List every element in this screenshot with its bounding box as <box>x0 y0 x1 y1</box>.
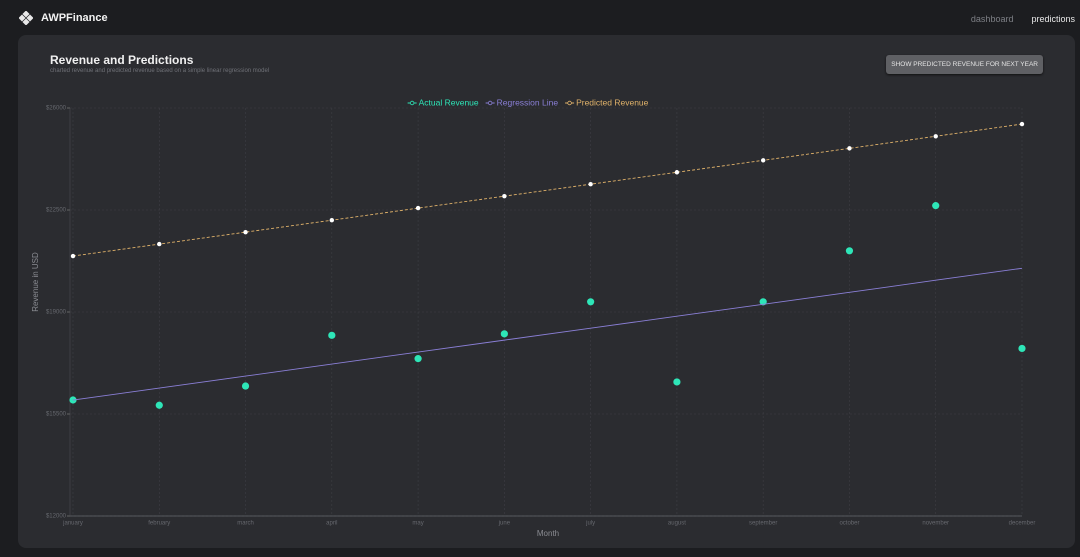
data-point <box>157 241 162 247</box>
data-point <box>673 378 681 386</box>
y-tick-label: $22500 <box>46 208 67 214</box>
x-tick-label: january <box>62 521 83 527</box>
brand[interactable]: AWPFinance <box>19 11 108 25</box>
data-point <box>329 218 335 223</box>
x-tick-label: december <box>1009 521 1036 527</box>
data-point <box>70 253 76 259</box>
data-point <box>414 355 422 363</box>
x-tick-label: april <box>326 521 337 527</box>
card-title: Revenue and Predictions <box>50 53 194 67</box>
x-tick-label: february <box>148 521 170 527</box>
x-tick-label: may <box>412 521 423 527</box>
legend-label: Actual Revenue <box>419 97 479 107</box>
legend-item: Actual Revenue <box>407 97 479 107</box>
logo <box>19 11 33 25</box>
y-tick-label: $19000 <box>46 310 67 316</box>
data-point <box>502 193 507 199</box>
data-point <box>241 382 250 390</box>
legend-swatch <box>409 100 415 106</box>
nav-link[interactable]: predictions <box>1031 14 1075 24</box>
data-point <box>847 146 852 151</box>
legend: Actual Revenue Regression Line Predicted R… <box>407 97 649 107</box>
top-bar: AWPFinance dashboard predictions <box>0 0 1080 38</box>
data-point <box>588 182 593 187</box>
data-point <box>243 229 248 235</box>
y-tick-label: $12000 <box>46 514 67 520</box>
legend-label: Predicted Revenue <box>576 97 649 107</box>
data-point <box>1019 121 1025 127</box>
nav-link[interactable]: dashboard <box>970 14 1014 24</box>
x-tick-label: march <box>237 521 254 527</box>
data-point <box>328 331 336 339</box>
card-subtitle: charted revenue and predicted revenue ba… <box>50 68 270 74</box>
y-tick-label: $26000 <box>46 106 67 112</box>
legend-item: Regression Line <box>485 97 559 107</box>
series-line <box>72 267 1023 401</box>
data-point <box>845 247 854 255</box>
legend-item: Predicted Revenue <box>565 97 649 107</box>
data-point <box>933 134 938 139</box>
x-tick-label: august <box>668 521 686 527</box>
data-point <box>674 170 680 175</box>
y-axis-label: Revenue in USD <box>31 252 40 312</box>
legend-swatch <box>567 100 572 106</box>
data-point <box>1018 344 1026 353</box>
data-point <box>155 401 163 409</box>
data-point <box>587 298 595 306</box>
x-tick-label: september <box>749 521 777 527</box>
show-prediction-button[interactable]: SHOW PREDICTED REVENUE FOR NEXT YEAR <box>886 55 1043 74</box>
data-point <box>932 202 940 210</box>
x-tick-label: july <box>585 521 595 527</box>
legend-swatch <box>487 100 493 106</box>
legend-label: Regression Line <box>497 97 559 107</box>
nav: dashboard predictions <box>971 14 1075 24</box>
data-point <box>760 158 766 163</box>
x-axis-label: Month <box>537 529 559 538</box>
x-tick-label: november <box>922 521 949 527</box>
data-point <box>415 205 421 211</box>
card: Revenue and Predictions charted revenue … <box>18 35 1075 548</box>
brand-name: AWPFinance <box>41 12 108 24</box>
series-line <box>72 123 1023 257</box>
data-point <box>500 330 508 338</box>
x-tick-label: june <box>498 521 511 527</box>
x-tick-label: october <box>839 521 859 527</box>
y-tick-label: $15500 <box>46 412 67 418</box>
